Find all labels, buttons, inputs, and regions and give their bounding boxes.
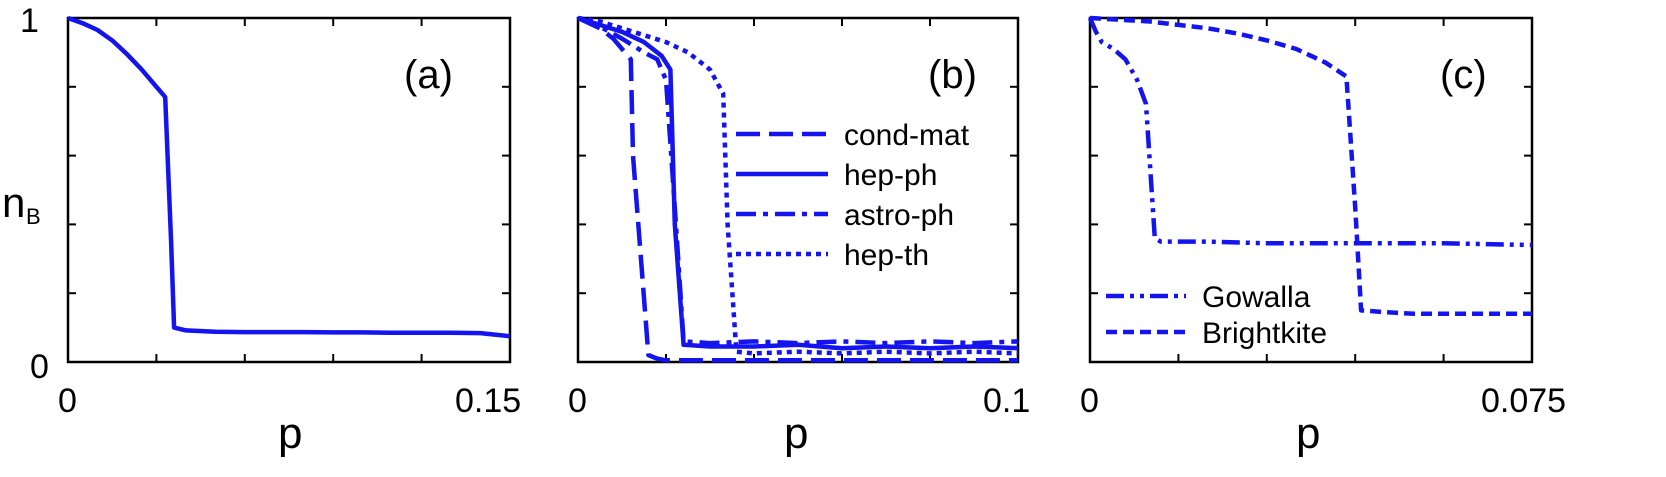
panel-a-ticks (67, 17, 511, 363)
panel-b-plot-area (577, 15, 1019, 363)
series-line-cond-mat (577, 15, 1018, 363)
legend-label-Brightkite: Brightkite (1202, 317, 1327, 350)
panel-b-legend: cond-mat hep-ph astro-ph hep-th (736, 119, 970, 272)
panel-b: 0 0.1 p (b) cond-mat hep-ph astro-ph hep-th (568, 15, 1030, 458)
panel-a-plot-area (67, 15, 511, 339)
panel-c-frame (1088, 16, 1534, 364)
legend-label-Gowalla: Gowalla (1202, 281, 1311, 314)
y-axis-label-main: n (2, 179, 25, 226)
series-line-main (67, 15, 511, 339)
panel-a-frame (66, 16, 512, 364)
panel-b-x-tick-label-end: 0.1 (983, 382, 1030, 420)
legend-label-hep-ph: hep-ph (844, 159, 937, 192)
panel-c-plot-area (1087, 15, 1533, 317)
series-line-astro-ph (577, 15, 1019, 346)
series-line-Brightkite (1089, 15, 1532, 317)
panel-b-x-tick-label-start: 0 (568, 382, 587, 420)
panel-a-x-tick-label-start: 0 (58, 382, 77, 420)
panel-c-tag: (c) (1440, 53, 1487, 97)
panel-b-tag: (b) (928, 53, 977, 97)
panel-c-x-tick-label-start: 0 (1080, 382, 1099, 420)
panel-a-tag: (a) (404, 53, 453, 97)
panel-c-x-tick-label-end: 0.075 (1481, 382, 1566, 420)
legend-label-cond-mat: cond-mat (844, 119, 970, 152)
y-axis-label: n B (2, 179, 41, 229)
y-axis-label-subscript: B (26, 204, 41, 229)
panel-a-y-tick-label-bottom: 0 (30, 348, 49, 386)
legend-label-hep-th: hep-th (844, 239, 929, 272)
panel-a-y-tick-label-top: 1 (20, 2, 39, 40)
panel-a-x-tick-label-end: 0.15 (455, 382, 521, 420)
panel-c-x-axis-label: p (1296, 409, 1320, 458)
series-line-hep-ph (577, 15, 1019, 351)
panel-a-x-axis-label: p (278, 409, 302, 458)
series-line-hep-th (577, 15, 1019, 356)
legend-label-astro-ph: astro-ph (844, 199, 954, 232)
panel-b-x-axis-label: p (784, 409, 808, 458)
panel-a: 1 0 0 0.15 p (a) (20, 2, 521, 458)
